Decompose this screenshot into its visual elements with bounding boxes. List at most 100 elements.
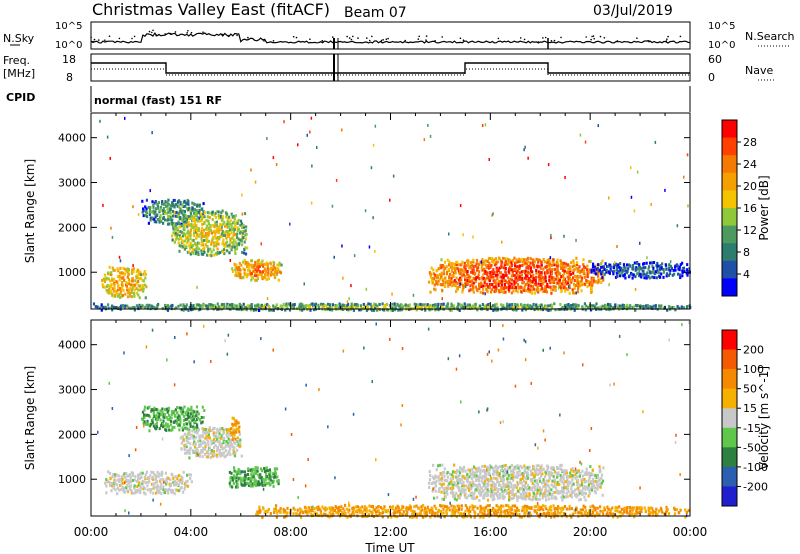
echo-cell: [195, 212, 199, 216]
echo-cell: [499, 492, 502, 496]
echo-cell: [638, 263, 641, 267]
echo-cell: [388, 510, 391, 514]
echo-cell: [110, 482, 113, 485]
echo-cell: [571, 489, 574, 493]
echo-cell: [544, 275, 547, 279]
echo-cell: [437, 267, 440, 271]
echo-cell: [129, 476, 132, 479]
echo-cell: [206, 211, 209, 215]
echo-cell: [160, 220, 163, 223]
echo-cell: [456, 481, 459, 485]
echo-cell: [218, 228, 221, 232]
echo-cell: [470, 266, 472, 270]
echo-cell: [437, 308, 440, 312]
echo-cell: [452, 486, 455, 490]
echo-cell: [146, 215, 149, 219]
echo-cell: [624, 276, 627, 280]
echo-cell: [130, 291, 133, 294]
echo-cell: [191, 412, 194, 416]
echo-cell: [372, 143, 375, 147]
echo-cell: [200, 243, 203, 247]
echo-cell: [399, 511, 402, 515]
echo-cell: [186, 422, 189, 426]
echo-cell: [614, 262, 617, 266]
echo-cell: [267, 271, 270, 275]
echo-cell: [349, 515, 352, 519]
echo-cell: [119, 287, 122, 291]
echo-cell: [254, 479, 258, 483]
echo-cell: [328, 304, 331, 308]
echo-cell: [243, 240, 246, 244]
echo-cell: [493, 497, 496, 501]
echo-cell: [264, 478, 267, 482]
echo-cell: [165, 422, 168, 426]
echo-cell: [257, 258, 260, 262]
echo-cell: [187, 440, 190, 444]
echo-cell: [313, 507, 316, 511]
echo-cell: [169, 218, 172, 222]
echo-cell: [485, 475, 488, 479]
echo-cell: [475, 484, 478, 487]
echo-cell: [161, 410, 164, 414]
echo-cell: [337, 510, 340, 514]
echo-cell: [471, 304, 474, 308]
echo-cell: [431, 303, 435, 307]
echo-cell: [583, 491, 586, 495]
echo-cell: [490, 487, 493, 491]
echo-cell: [136, 281, 139, 285]
echo-cell: [238, 274, 241, 278]
echo-cell: [335, 304, 338, 308]
echo-cell: [465, 475, 468, 479]
echo-cell: [584, 487, 587, 491]
echo-cell: [466, 281, 469, 285]
echo-cell: [197, 416, 200, 420]
echo-cell: [253, 308, 256, 312]
echo-cell: [217, 230, 220, 234]
echo-cell: [619, 268, 622, 272]
echo-cell: [215, 244, 218, 248]
echo-cell: [217, 225, 220, 229]
echo-cell: [373, 508, 377, 512]
echo-cell: [474, 488, 477, 492]
nsearch-point: [560, 36, 562, 39]
echo-cell: [254, 484, 258, 488]
echo-cell: [566, 288, 569, 292]
echo-cell: [259, 271, 262, 275]
echo-cell: [557, 279, 560, 283]
echo-cell: [124, 306, 127, 310]
echo-cell: [511, 493, 514, 497]
echo-cell: [440, 490, 443, 494]
echo-cell: [480, 266, 483, 270]
echo-cell: [564, 262, 568, 266]
nsearch-point: [667, 35, 669, 38]
echo-cell: [556, 281, 559, 285]
echo-cell: [540, 274, 543, 278]
echo-cell: [242, 276, 245, 279]
echo-cell: [552, 466, 555, 470]
echo-cell: [520, 515, 523, 519]
echo-cell: [176, 204, 179, 208]
echo-cell: [542, 289, 545, 293]
echo-cell: [597, 271, 600, 275]
echo-cell: [474, 271, 477, 275]
echo-cell: [241, 230, 244, 234]
echo-cell: [543, 485, 546, 489]
echo-cell: [597, 280, 600, 284]
echo-cell: [232, 450, 236, 454]
echo-cell: [453, 463, 456, 467]
echo-cell: [429, 515, 432, 519]
echo-cell: [170, 488, 173, 492]
echo-cell: [172, 214, 175, 218]
echo-cell: [127, 306, 131, 310]
echo-cell: [441, 277, 444, 281]
echo-cell: [162, 488, 165, 492]
echo-cell: [407, 507, 410, 511]
echo-cell: [686, 153, 689, 157]
echo-cell: [477, 273, 480, 277]
echo-cell: [490, 489, 493, 493]
nsearch-point: [679, 35, 682, 38]
echo-cell: [483, 306, 486, 310]
echo-cell: [188, 430, 191, 434]
echo-cell: [196, 203, 199, 207]
echo-cell: [361, 306, 364, 310]
